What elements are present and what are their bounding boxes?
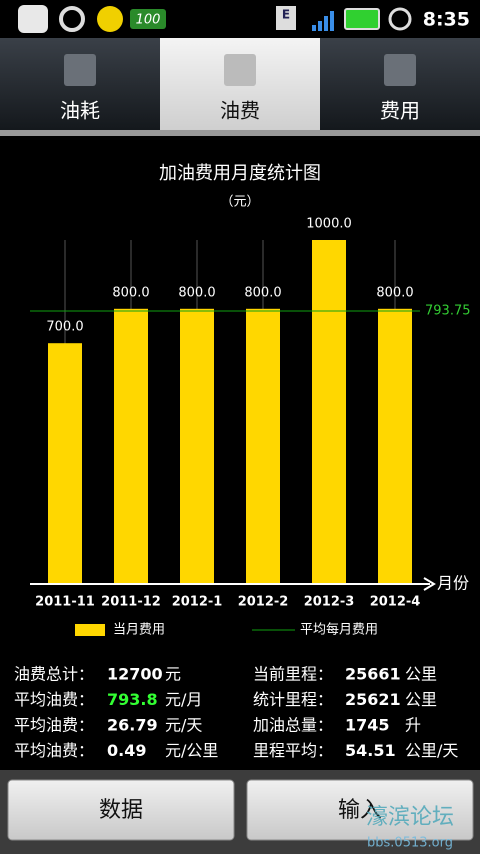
stat-unit: 元 xyxy=(165,665,181,684)
legend-label: 平均每月费用 xyxy=(300,622,378,638)
button-label[interactable]: 输入 xyxy=(338,798,382,823)
legend-swatch xyxy=(75,624,105,636)
stat-label: 统计里程： xyxy=(253,690,333,709)
bar xyxy=(246,308,280,584)
button[interactable] xyxy=(246,779,474,841)
bar xyxy=(180,308,214,584)
stat-value: 26.79 xyxy=(107,716,158,735)
battery-badge xyxy=(130,9,166,29)
x-tick-label: 2011-12 xyxy=(101,595,161,610)
stat-label: 里程平均： xyxy=(253,741,333,760)
x-tick-label: 2011-11 xyxy=(35,595,95,610)
value-label: 800.0 xyxy=(244,285,281,300)
x-tick-label: 2012-3 xyxy=(304,595,355,610)
stat-unit: 元/月 xyxy=(165,690,202,709)
x-tick-label: 2012-2 xyxy=(238,595,289,610)
stat-value: 0.49 xyxy=(107,741,146,760)
chart-subtitle: （元） xyxy=(220,195,259,210)
stat-value: 25621 xyxy=(345,690,401,709)
watermark: 濠滨论坛 xyxy=(366,805,454,830)
stat-unit: 元/公里 xyxy=(165,741,218,760)
stat-unit: 公里/天 xyxy=(405,741,458,760)
app-icon xyxy=(18,5,48,33)
stat-value: 1745 xyxy=(345,716,390,735)
stat-value: 12700 xyxy=(107,665,163,684)
tab[interactable]: 费用 xyxy=(380,99,420,123)
network-text: E xyxy=(282,8,290,22)
badge-text: 100 xyxy=(136,13,161,28)
tab-icon xyxy=(224,54,256,86)
bar xyxy=(378,308,412,584)
x-axis-label: 月份 xyxy=(437,574,469,593)
bar xyxy=(312,240,346,584)
stat-label: 平均油费： xyxy=(14,741,94,760)
stat-label: 油费总计： xyxy=(14,665,94,684)
stat-unit: 升 xyxy=(405,716,421,735)
tab[interactable]: 油耗 xyxy=(60,99,100,123)
tab-divider xyxy=(0,130,480,136)
stat-value: 54.51 xyxy=(345,741,396,760)
stat-label: 平均油费： xyxy=(14,716,94,735)
value-label: 800.0 xyxy=(112,285,149,300)
x-tick-label: 2012-4 xyxy=(370,595,421,610)
tab-icon xyxy=(64,54,96,86)
stat-unit: 公里 xyxy=(405,690,437,709)
plus-icon xyxy=(97,6,123,32)
tab-icon xyxy=(384,54,416,86)
stat-unit: 公里 xyxy=(405,665,437,684)
bar xyxy=(48,343,82,584)
x-tick-label: 2012-1 xyxy=(172,595,223,610)
button[interactable] xyxy=(7,779,235,841)
value-label: 800.0 xyxy=(178,285,215,300)
tab[interactable]: 油费 xyxy=(220,99,260,123)
stat-label: 当前里程： xyxy=(253,665,333,684)
alarm-icon xyxy=(388,7,412,31)
stat-value: 25661 xyxy=(345,665,401,684)
chart-title: 加油费用月度统计图 xyxy=(159,163,321,184)
average-label: 793.75 xyxy=(425,303,471,318)
stat-value: 793.8 xyxy=(107,690,158,709)
value-label: 700.0 xyxy=(46,320,83,335)
sync-icon xyxy=(59,6,85,32)
clock: 8:35 xyxy=(423,9,470,31)
stat-unit: 元/天 xyxy=(165,716,202,735)
stat-label: 加油总量： xyxy=(253,716,333,735)
network-icon xyxy=(276,6,296,30)
value-label: 1000.0 xyxy=(306,217,352,232)
legend-label: 当月费用 xyxy=(113,623,165,638)
stat-label: 平均油费： xyxy=(14,690,94,709)
value-label: 800.0 xyxy=(376,285,413,300)
bar xyxy=(114,308,148,584)
button-label[interactable]: 数据 xyxy=(99,798,143,823)
battery-icon xyxy=(344,8,380,30)
status-bar xyxy=(0,0,480,38)
signal-icon xyxy=(312,11,334,31)
watermark-url: bbs.0513.org xyxy=(367,836,453,851)
axis-arrow xyxy=(423,577,436,591)
